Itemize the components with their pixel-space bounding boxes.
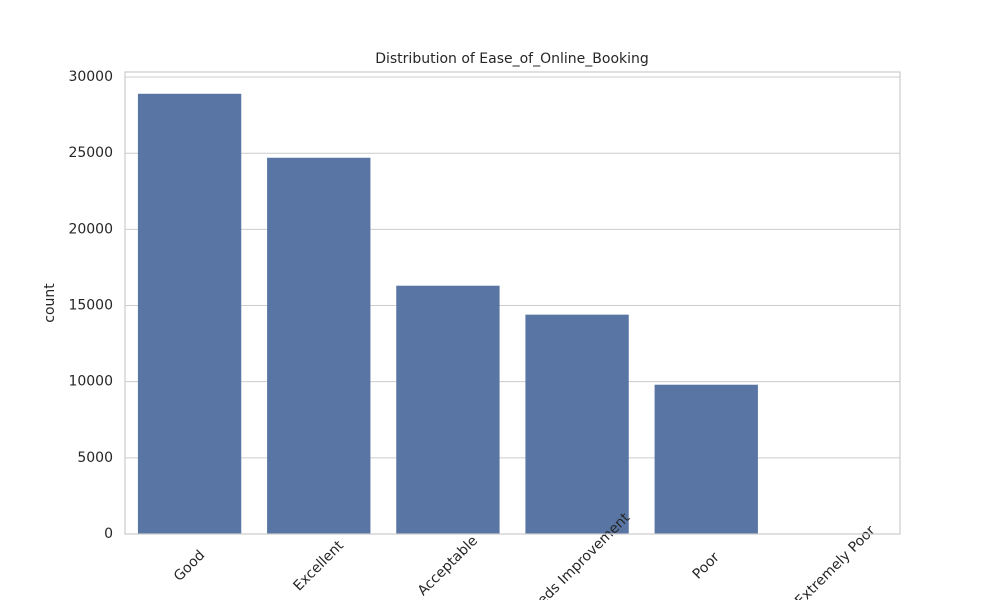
bar	[137, 93, 242, 534]
x-tick-label: Acceptable	[415, 533, 481, 599]
bar	[525, 314, 629, 534]
bar	[396, 285, 500, 534]
y-tick-label: 30000	[68, 69, 113, 85]
bar	[267, 157, 371, 534]
y-tick-label: 25000	[68, 145, 113, 161]
y-tick-label: 5000	[77, 450, 113, 466]
plot-frame	[124, 71, 901, 535]
x-tick-label: Excellent	[290, 537, 347, 594]
x-tick-label: Poor	[690, 549, 723, 582]
y-tick-label: 20000	[68, 221, 113, 237]
chart-title: Distribution of Ease_of_Online_Booking	[375, 51, 649, 67]
x-tick-label: Good	[171, 547, 208, 584]
y-axis-label: count	[42, 283, 58, 323]
y-tick-label: 0	[104, 526, 113, 542]
y-tick-label: 15000	[68, 298, 113, 314]
y-tick-label: 10000	[68, 374, 113, 390]
bar	[654, 384, 758, 534]
